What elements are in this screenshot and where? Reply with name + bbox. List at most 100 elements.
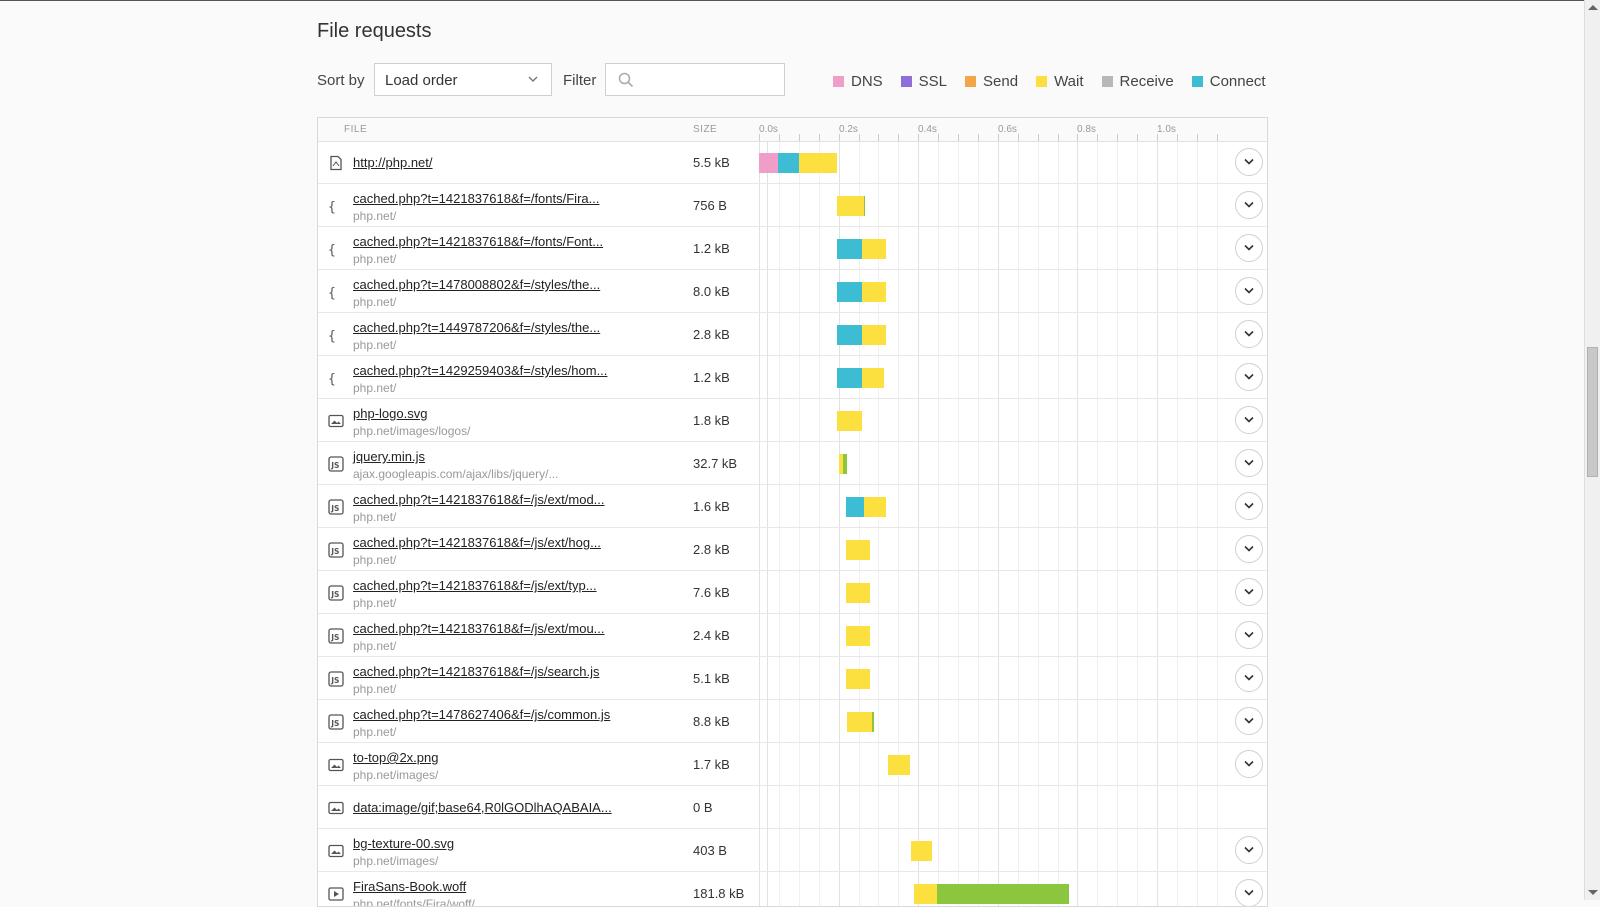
request-size: 1.2 kB bbox=[693, 241, 730, 256]
timeline-tick-label: 0.4s bbox=[918, 124, 937, 135]
expand-row-button[interactable] bbox=[1235, 148, 1263, 176]
filter-box[interactable] bbox=[605, 63, 785, 96]
chevron-down-icon bbox=[1244, 717, 1254, 724]
chevron-down-icon bbox=[1244, 330, 1254, 337]
timeline-tick-mark bbox=[1018, 134, 1019, 141]
js-icon: JS bbox=[328, 499, 344, 520]
expand-row-button[interactable] bbox=[1235, 707, 1263, 735]
request-file-link[interactable]: bg-texture-00.svg bbox=[353, 836, 455, 851]
request-size: 1.7 kB bbox=[693, 757, 730, 772]
js-icon: JS bbox=[328, 628, 344, 649]
timeline-tick-label: 1.0s bbox=[1157, 124, 1176, 135]
expand-row-button[interactable] bbox=[1235, 664, 1263, 692]
expand-row-button[interactable] bbox=[1235, 191, 1263, 219]
scroll-down-arrow-icon[interactable] bbox=[1588, 890, 1598, 895]
legend-swatch bbox=[1036, 76, 1048, 87]
timeline-tick-mark bbox=[1117, 134, 1118, 141]
request-file-link[interactable]: jquery.min.js bbox=[353, 449, 426, 464]
timing-bar-receive bbox=[843, 454, 847, 474]
timeline-gridline bbox=[918, 118, 919, 906]
expand-row-button[interactable] bbox=[1235, 836, 1263, 864]
css-icon: { } bbox=[328, 327, 351, 348]
expand-row-button[interactable] bbox=[1235, 621, 1263, 649]
filter-input[interactable] bbox=[638, 70, 782, 92]
timeline-gridline bbox=[1137, 118, 1138, 906]
svg-text:{ }: { } bbox=[328, 372, 344, 386]
svg-text:JS: JS bbox=[330, 461, 339, 470]
request-host: php.net/fonts/Fira/woff/ bbox=[353, 897, 475, 907]
scroll-up-arrow-icon[interactable] bbox=[1588, 5, 1598, 10]
request-file-link[interactable]: cached.php?t=1421837618&f=/js/search.js bbox=[353, 664, 600, 679]
request-file-link[interactable]: http://php.net/ bbox=[353, 155, 433, 170]
request-file-link[interactable]: cached.php?t=1421837618&f=/fonts/Font... bbox=[353, 234, 604, 249]
request-host: php.net/ bbox=[353, 295, 397, 309]
timing-bar-wait bbox=[861, 282, 886, 302]
request-file-link[interactable]: cached.php?t=1421837618&f=/js/ext/mod... bbox=[353, 492, 605, 507]
expand-row-button[interactable] bbox=[1235, 320, 1263, 348]
svg-text:JS: JS bbox=[330, 504, 339, 513]
expand-row-button[interactable] bbox=[1235, 449, 1263, 477]
request-file-link[interactable]: to-top@2x.png bbox=[353, 750, 439, 765]
legend-item-wait: Wait bbox=[1036, 73, 1084, 90]
svg-text:JS: JS bbox=[330, 547, 339, 556]
request-file-link[interactable]: cached.php?t=1478008802&f=/styles/the... bbox=[353, 277, 601, 292]
legend-item-send: Send bbox=[965, 73, 1018, 90]
filter-label: Filter bbox=[563, 72, 597, 89]
legend-item-connect: Connect bbox=[1191, 73, 1266, 90]
expand-row-button[interactable] bbox=[1235, 406, 1263, 434]
request-size: 181.8 kB bbox=[693, 886, 745, 901]
expand-row-button[interactable] bbox=[1235, 535, 1263, 563]
expand-row-button[interactable] bbox=[1235, 750, 1263, 778]
timeline-gridline bbox=[1157, 118, 1158, 906]
request-file-link[interactable]: FiraSans-Book.woff bbox=[353, 879, 467, 894]
chevron-down-icon bbox=[1244, 846, 1254, 853]
requests-table: FILE SIZE 0.0s 0.2s 0.4s 0.6s 0.8s 1.0s http:… bbox=[317, 117, 1268, 907]
expand-row-button[interactable] bbox=[1235, 363, 1263, 391]
timeline-tick-mark bbox=[978, 134, 979, 141]
expand-row-button[interactable] bbox=[1235, 234, 1263, 262]
timeline-tick-mark bbox=[759, 134, 760, 141]
page-icon bbox=[328, 155, 344, 176]
timing-bar-receive bbox=[871, 712, 874, 732]
chevron-down-icon bbox=[1244, 502, 1254, 509]
sort-select[interactable]: Load order bbox=[374, 63, 552, 96]
scrollbar-thumb[interactable] bbox=[1587, 347, 1598, 477]
timeline-gridline bbox=[1018, 118, 1019, 906]
request-file-link[interactable]: cached.php?t=1421837618&f=/js/ext/mou... bbox=[353, 621, 605, 636]
timeline-tick-mark bbox=[839, 134, 840, 141]
timing-bar-wait bbox=[846, 712, 872, 732]
js-icon: JS bbox=[328, 542, 344, 563]
timing-bar-dns bbox=[759, 153, 779, 173]
request-host: php.net/ bbox=[353, 553, 397, 567]
timeline-gridline bbox=[1038, 118, 1039, 906]
page-scrollbar[interactable] bbox=[1584, 0, 1600, 900]
expand-row-button[interactable] bbox=[1235, 879, 1263, 906]
request-row: http://php.net/5.5 kB bbox=[318, 141, 1267, 184]
request-size: 403 B bbox=[693, 843, 727, 858]
timeline-gridline bbox=[1217, 118, 1218, 906]
timing-bar-receive bbox=[937, 884, 1070, 904]
expand-row-button[interactable] bbox=[1235, 277, 1263, 305]
request-file-link[interactable]: cached.php?t=1478627406&f=/js/common.js bbox=[353, 707, 611, 722]
request-file-link[interactable]: cached.php?t=1449787206&f=/styles/the... bbox=[353, 320, 601, 335]
request-file-link[interactable]: data:image/gif;base64,R0lGODlhAQABAIA... bbox=[353, 800, 612, 815]
css-icon: { } bbox=[328, 284, 351, 305]
request-file-link[interactable]: cached.php?t=1421837618&f=/js/ext/hog... bbox=[353, 535, 601, 550]
expand-row-button[interactable] bbox=[1235, 492, 1263, 520]
timeline-tick-label: 0.6s bbox=[998, 124, 1017, 135]
timeline-tick-mark bbox=[1097, 134, 1098, 141]
timeline-gridline bbox=[1197, 118, 1198, 906]
expand-row-button[interactable] bbox=[1235, 578, 1263, 606]
request-file-link[interactable]: cached.php?t=1429259403&f=/styles/hom... bbox=[353, 363, 608, 378]
timeline-tick-label: 0.8s bbox=[1077, 124, 1096, 135]
timeline-gridline bbox=[839, 118, 840, 906]
request-file-link[interactable]: php-logo.svg bbox=[353, 406, 428, 421]
request-file-link[interactable]: cached.php?t=1421837618&f=/fonts/Fira... bbox=[353, 191, 600, 206]
timeline-tick-mark bbox=[938, 134, 939, 141]
request-file-link[interactable]: cached.php?t=1421837618&f=/js/ext/typ... bbox=[353, 578, 597, 593]
timeline-gridline bbox=[1058, 118, 1059, 906]
request-row: JS cached.php?t=1421837618&f=/js/search.j… bbox=[318, 657, 1267, 700]
request-host: php.net/images/logos/ bbox=[353, 424, 471, 438]
request-row: JS jquery.min.js ajax.googleapis.com/ajax/… bbox=[318, 442, 1267, 485]
js-icon: JS bbox=[328, 714, 344, 735]
